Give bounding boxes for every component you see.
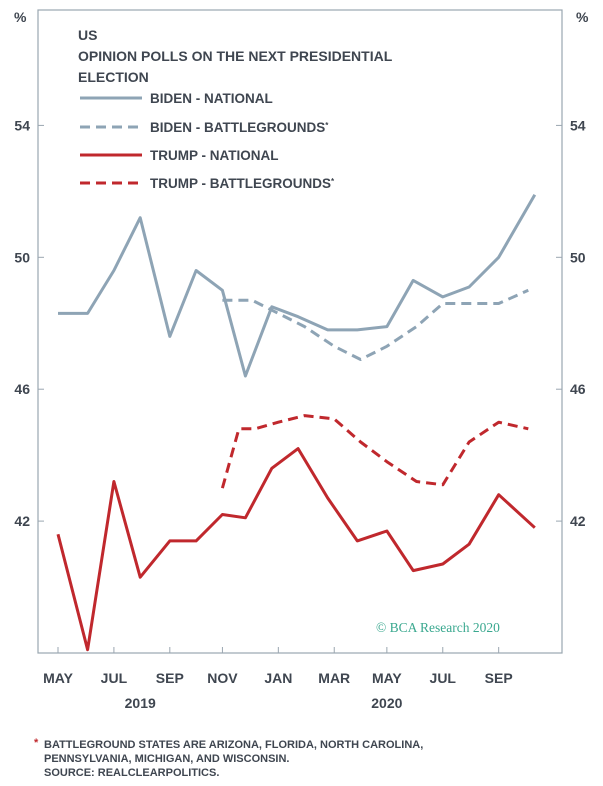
x-tick-label: SEP xyxy=(485,670,513,686)
series-layer xyxy=(56,193,537,652)
series-line-trump-national xyxy=(56,447,536,652)
y-tick-label-left: 46 xyxy=(14,381,30,397)
y-tick-label-left: 54 xyxy=(14,117,30,133)
x-tick-label: JAN xyxy=(264,670,292,686)
x-tick-label: JUL xyxy=(430,670,457,686)
watermark: © BCA Research 2020 xyxy=(376,620,500,635)
chart-title-line-3: ELECTION xyxy=(78,69,149,85)
series-line-trump-battlegrounds xyxy=(220,414,529,489)
x-tick-label: MAY xyxy=(372,670,402,686)
footnote-line-1: BATTLEGROUND STATES ARE ARIZONA, FLORIDA… xyxy=(44,739,424,751)
chart-title-line-2: OPINION POLLS ON THE NEXT PRESIDENTIAL xyxy=(78,48,393,64)
y-tick-label-left: 42 xyxy=(14,513,30,529)
x-year-label: 2019 xyxy=(125,695,156,711)
x-tick-label: MAR xyxy=(318,670,350,686)
legend-label-biden-battlegrounds: BIDEN - BATTLEGROUNDS* xyxy=(150,120,329,135)
x-tick-label: JUL xyxy=(101,670,128,686)
series-line-biden-national xyxy=(58,193,537,378)
y-tick-label-left: 50 xyxy=(14,249,30,265)
footnote-line-2: PENNSYLVANIA, MICHIGAN, AND WISCONSIN. xyxy=(44,753,290,765)
y-tick-label-right: 46 xyxy=(570,381,586,397)
chart-title-line-1: US xyxy=(78,27,97,43)
footnote-star: * xyxy=(34,737,39,749)
footnote-line-3: SOURCE: REALCLEARPOLITICS. xyxy=(44,767,220,779)
x-tick-label: MAY xyxy=(43,670,73,686)
legend: BIDEN - NATIONAL BIDEN - BATTLEGROUNDS* … xyxy=(80,91,335,191)
x-tick-label: NOV xyxy=(207,670,238,686)
y-tick-label-right: 54 xyxy=(570,117,586,133)
plot-frame xyxy=(37,9,563,654)
legend-label-trump-national: TRUMP - NATIONAL xyxy=(150,148,279,163)
legend-label-trump-battlegrounds: TRUMP - BATTLEGROUNDS* xyxy=(150,176,335,191)
right-axis-unit: % xyxy=(576,9,589,25)
y-tick-label-right: 42 xyxy=(570,513,586,529)
y-axis-ticks: 42 42 46 46 50 50 54 54 xyxy=(14,117,585,529)
legend-label-biden-national: BIDEN - NATIONAL xyxy=(150,91,273,106)
x-tick-label: SEP xyxy=(156,670,184,686)
footnote: * BATTLEGROUND STATES ARE ARIZONA, FLORI… xyxy=(34,737,564,780)
opinion-polls-chart: US OPINION POLLS ON THE NEXT PRESIDENTIA… xyxy=(14,9,589,711)
left-axis-unit: % xyxy=(14,9,27,25)
series-line-biden-battlegrounds xyxy=(222,288,529,361)
x-year-label: 2020 xyxy=(371,695,402,711)
y-tick-label-right: 50 xyxy=(570,249,586,265)
